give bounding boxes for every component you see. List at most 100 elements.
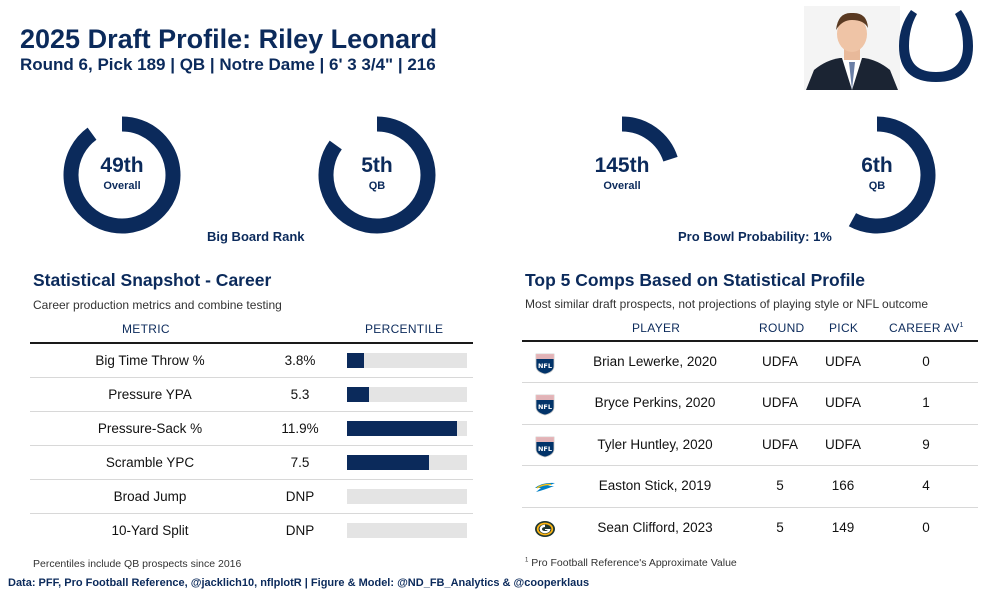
comp-player: Sean Clifford, 2023 <box>597 519 713 535</box>
row-divider <box>30 377 473 378</box>
chargers-bolt-icon <box>534 475 556 499</box>
row-divider <box>30 479 473 480</box>
comps-title: Top 5 Comps Based on Statistical Profile <box>525 270 866 290</box>
comp-career-av: 0 <box>922 519 930 535</box>
percentile-bar-track <box>347 387 467 402</box>
percentile-bar-fill <box>347 421 458 436</box>
percentile-bar-fill <box>347 387 369 402</box>
big-board-qb-text: 5th QB <box>317 154 437 192</box>
big-board-qb-value: 5th <box>361 154 393 177</box>
metric-value: 11.9% <box>281 421 319 436</box>
pro-bowl-overall-ring <box>621 116 678 162</box>
comp-career-av: 9 <box>922 436 930 452</box>
big-board-overall-label: Overall <box>103 180 141 192</box>
big-board-overall-text: 49th Overall <box>62 154 182 192</box>
pro-bowl-overall-label: Overall <box>603 180 641 192</box>
metric-value: 7.5 <box>290 455 310 470</box>
ring-arc <box>318 116 436 234</box>
row-divider <box>30 513 473 514</box>
snapshot-header-rule <box>30 342 473 344</box>
row-divider <box>522 507 978 508</box>
row-divider <box>522 382 978 383</box>
snapshot-col-percentile: PERCENTILE <box>365 322 444 336</box>
pro-bowl-qb-label: QB <box>868 180 886 192</box>
comp-career-av: 1 <box>922 395 930 411</box>
table-row: Sean Clifford, 2023 5 149 0 <box>522 508 978 549</box>
comp-round: UDFA <box>761 395 798 411</box>
metric-name: Broad Jump <box>113 489 187 504</box>
player-headshot <box>804 6 900 90</box>
comp-round: UDFA <box>761 436 798 452</box>
svg-text:NFL: NFL <box>538 362 552 370</box>
big-board-caption: Big Board Rank <box>207 229 305 244</box>
table-row: NFL Bryce Perkins, 2020 UDFA UDFA 1 <box>522 383 978 424</box>
comp-player: Bryce Perkins, 2020 <box>594 395 716 411</box>
table-row: NFL Tyler Huntley, 2020 UDFA UDFA 9 <box>522 425 978 466</box>
snapshot-footnote: Percentiles include QB prospects since 2… <box>33 558 242 570</box>
metric-value: DNP <box>285 489 315 504</box>
comps-footnote-text: Pro Football Reference's Approximate Val… <box>531 557 737 569</box>
comp-career-av: 0 <box>922 354 930 369</box>
pro-bowl-qb-ring <box>848 116 936 234</box>
table-row: NFL Brian Lewerke, 2020 UDFA UDFA 0 <box>522 342 978 383</box>
table-row: Easton Stick, 2019 5 166 4 <box>522 466 978 507</box>
table-row: Scramble YPC 7.5 <box>30 446 473 480</box>
percentile-bar-fill <box>347 455 429 470</box>
comp-player: Brian Lewerke, 2020 <box>593 354 717 369</box>
ring-arc <box>63 116 181 234</box>
comps-header-rule <box>522 340 978 342</box>
metric-name: Big Time Throw % <box>95 353 205 368</box>
big-board-qb-label: QB <box>368 180 386 192</box>
comp-player: Tyler Huntley, 2020 <box>597 436 713 452</box>
comps-col-round: ROUND <box>759 321 805 335</box>
pro-bowl-overall-value: 145th <box>594 154 650 177</box>
comp-pick: UDFA <box>824 354 861 369</box>
table-row: Pressure-Sack % 11.9% <box>30 412 473 446</box>
percentile-bar-track <box>347 523 467 538</box>
page-title: 2025 Draft Profile: Riley Leonard <box>20 24 438 54</box>
svg-text:NFL: NFL <box>538 403 552 411</box>
table-row: Pressure YPA 5.3 <box>30 378 473 412</box>
svg-text:NFL: NFL <box>538 445 552 453</box>
comp-round: 5 <box>776 519 784 535</box>
comp-player: Easton Stick, 2019 <box>598 478 712 494</box>
comp-career-av: 4 <box>922 478 930 494</box>
comps-col-av-sup: 1 <box>959 322 964 329</box>
big-board-qb-ring <box>318 116 436 234</box>
page-subtitle: Round 6, Pick 189 | QB | Notre Dame | 6'… <box>20 55 436 74</box>
comps-col-av: CAREER AV1 <box>889 321 964 335</box>
row-divider <box>30 445 473 446</box>
ring-arc <box>621 116 678 162</box>
pro-bowl-qb-value: 6th <box>861 154 893 177</box>
metric-value: DNP <box>285 523 315 538</box>
nfl-shield-icon: NFL <box>534 434 556 458</box>
snapshot-title: Statistical Snapshot - Career <box>33 270 272 290</box>
comps-footnote: 1 Pro Football Reference's Approximate V… <box>525 557 737 569</box>
pro-bowl-qb-text: 6th QB <box>817 154 937 192</box>
row-divider <box>522 424 978 425</box>
snapshot-col-metric: METRIC <box>122 322 170 336</box>
colts-horseshoe-icon <box>897 4 975 86</box>
percentile-bar-track <box>347 421 467 436</box>
percentile-bar-track <box>347 455 467 470</box>
big-board-overall-value: 49th <box>100 154 144 177</box>
comps-col-player: PLAYER <box>632 321 681 335</box>
percentile-bar-fill <box>347 353 364 368</box>
row-divider <box>30 411 473 412</box>
table-row: Big Time Throw % 3.8% <box>30 344 473 378</box>
comp-pick: UDFA <box>824 395 861 411</box>
comp-pick: 149 <box>831 519 855 535</box>
nfl-shield-icon: NFL <box>534 351 556 375</box>
comps-subtitle: Most similar draft prospects, not projec… <box>525 297 929 311</box>
row-divider <box>522 465 978 466</box>
comps-footnote-sup: 1 <box>525 557 529 564</box>
metric-value: 5.3 <box>290 387 310 402</box>
pro-bowl-overall-text: 145th Overall <box>562 154 682 192</box>
table-row: 10-Yard Split DNP <box>30 514 473 548</box>
comp-round: UDFA <box>761 354 798 369</box>
comp-pick: 166 <box>831 478 855 494</box>
pro-bowl-caption: Pro Bowl Probability: 1% <box>678 229 832 244</box>
metric-name: Pressure YPA <box>108 387 192 402</box>
percentile-bar-track <box>347 489 467 504</box>
packers-g-icon <box>534 517 556 541</box>
